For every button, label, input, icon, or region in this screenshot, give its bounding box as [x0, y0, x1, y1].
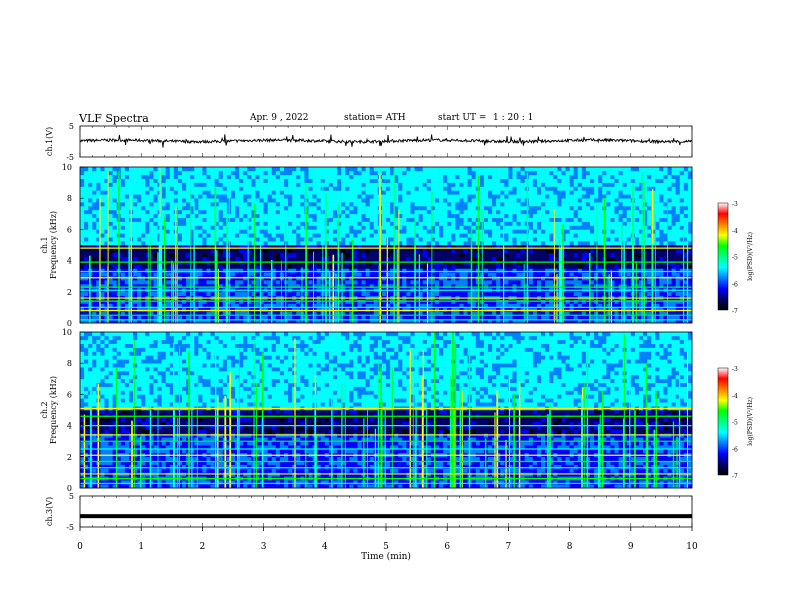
ytick-label: 2 — [67, 288, 72, 297]
xtick-label: 3 — [261, 542, 267, 552]
xtick-label: 4 — [322, 542, 328, 552]
ch1-spectrogram-panel: 0 2 4 6 8 10 ch.1 Frequency (kHz) — [40, 163, 693, 328]
colorbar-gradient — [717, 367, 729, 476]
station-label: station= ATH — [344, 113, 406, 123]
ytick-label: 5 — [69, 122, 74, 131]
xtick-label: 6 — [444, 542, 450, 552]
ytick-label: 8 — [67, 359, 72, 368]
ytick-label: 4 — [67, 422, 72, 431]
y-axis-label: ch.1(V) — [45, 127, 54, 156]
colorbar-gradient — [717, 202, 729, 311]
ch3-waveform-panel: 5 -5 ch.3(V) — [45, 492, 693, 532]
colorbar-tick-label: -6 — [732, 446, 738, 453]
panel-frame — [79, 495, 693, 528]
ch1-waveform-panel: 5 -5 ch.1(V) — [45, 122, 693, 162]
y-axis-label: Frequency (kHz) — [49, 376, 58, 444]
ch2-colorbar: -3 -4 -5 -6 -7 log(PSD)(V²/Hz) — [717, 366, 754, 480]
panel-frame — [79, 331, 693, 489]
ch1-colorbar: -3 -4 -5 -6 -7 log(PSD)(V²/Hz) — [717, 201, 754, 315]
xtick-label: 9 — [628, 542, 634, 552]
colorbar-tick-label: -5 — [732, 420, 738, 427]
xtick-label: 2 — [200, 542, 206, 552]
y-axis-label: Frequency (kHz) — [49, 211, 58, 279]
ch2-spectrogram-panel: 0 2 4 6 8 10 ch.2 Frequency (kHz) — [40, 328, 693, 493]
colorbar-tick-label: -4 — [732, 393, 738, 400]
ytick-label: 10 — [62, 163, 72, 172]
xtick-label: 0 — [77, 542, 83, 552]
ytick-label: -5 — [66, 523, 74, 532]
ytick-label: 10 — [62, 328, 72, 337]
xtick-label: 5 — [383, 542, 389, 552]
ytick-label: 6 — [67, 390, 72, 399]
colorbar-label: log(PSD)(V²/Hz) — [747, 232, 754, 281]
ch1-waveform-trace — [79, 134, 693, 148]
y-axis-channel-label: ch.1 — [40, 236, 49, 253]
xtick-label: 7 — [506, 542, 512, 552]
ytick-label: 4 — [67, 257, 72, 266]
ytick-label: -5 — [66, 153, 74, 162]
date-label: Apr. 9 , 2022 — [250, 113, 309, 123]
ytick-label: 6 — [67, 225, 72, 234]
colorbar-tick-label: -7 — [732, 308, 738, 315]
chart-title: VLF Spectra — [79, 112, 149, 125]
colorbar-tick-label: -3 — [732, 201, 738, 208]
y-axis-label: ch.3(V) — [45, 497, 54, 526]
colorbar-tick-label: -6 — [732, 281, 738, 288]
xtick-label: 1 — [138, 542, 144, 552]
colorbar-tick-label: -4 — [732, 228, 738, 235]
colorbar-tick-label: -5 — [732, 255, 738, 262]
y-axis-channel-label: ch.2 — [40, 401, 49, 418]
x-axis-label: Time (min) — [361, 551, 411, 562]
start-ut-label: start UT = — [438, 113, 487, 123]
colorbar-label: log(PSD)(V²/Hz) — [747, 397, 754, 446]
xtick-label: 8 — [567, 542, 573, 552]
ytick-label: 0 — [67, 484, 72, 493]
panel-frame — [79, 166, 693, 324]
time-axis: 0 1 2 3 4 5 6 7 8 9 10 Time (min) — [77, 527, 698, 562]
ytick-label: 0 — [67, 319, 72, 328]
ytick-label: 8 — [67, 194, 72, 203]
colorbar-tick-label: -3 — [732, 366, 738, 373]
ytick-label: 2 — [67, 453, 72, 462]
ytick-label: 5 — [69, 492, 74, 501]
ch3-waveform-trace — [80, 514, 692, 519]
xtick-label: 10 — [686, 542, 698, 552]
start-ut-value: 1 : 20 : 1 — [493, 113, 534, 123]
colorbar-tick-label: -7 — [732, 473, 738, 480]
